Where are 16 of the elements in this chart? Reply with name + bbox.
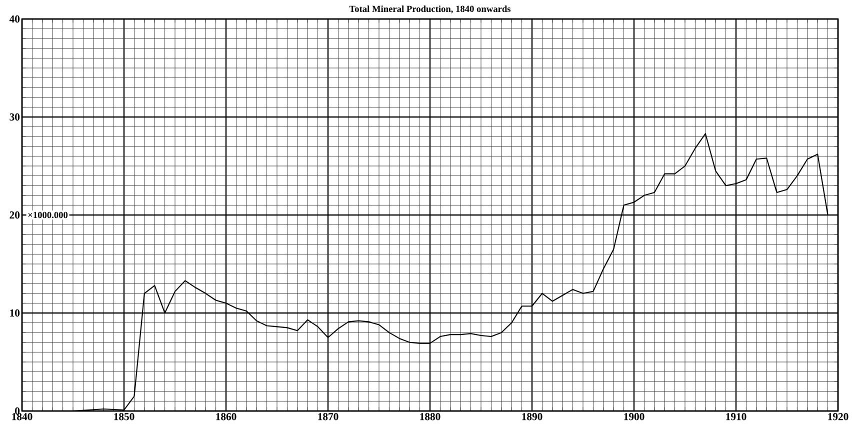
x-tick-label: 1890: [522, 413, 542, 420]
x-tick-label: 1900: [624, 413, 644, 420]
chart-title: Total Mineral Production, 1840 onwards: [349, 5, 511, 14]
y-tick-label: 20: [10, 211, 20, 219]
x-tick-label: 1850: [114, 413, 134, 420]
y-tick-label: 10: [10, 309, 20, 317]
y-tick-label: 40: [9, 15, 20, 23]
y-axis-title: ×1000.000: [28, 212, 68, 218]
x-tick-label: 1840: [12, 413, 32, 420]
y-tick-label: 30: [10, 113, 20, 121]
x-tick-label: 1920: [828, 413, 848, 420]
x-tick-label: 1880: [420, 413, 440, 420]
y-tick-label: 0: [15, 407, 20, 415]
x-tick-label: 1860: [216, 413, 236, 420]
x-tick-label: 1870: [318, 413, 338, 420]
x-tick-label: 1910: [726, 413, 746, 420]
